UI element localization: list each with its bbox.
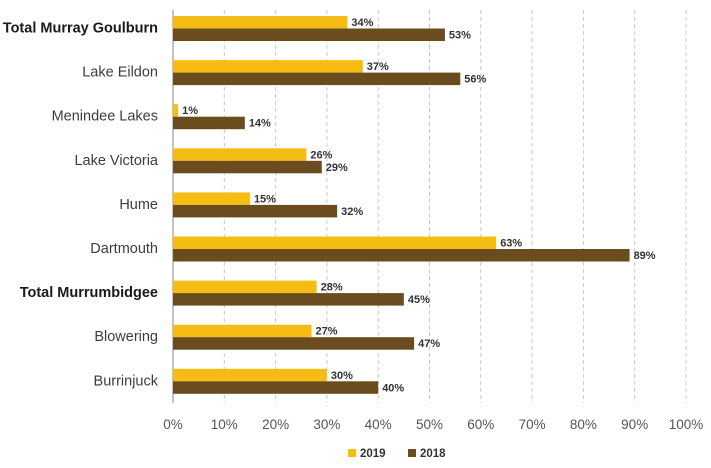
category-label-dartmouth: Dartmouth bbox=[90, 241, 158, 257]
bars bbox=[173, 16, 630, 394]
bar-2018-hume bbox=[173, 204, 338, 218]
bar-2018-total-murrumbidgee bbox=[173, 293, 404, 306]
value-label-2018-total-murrumbidgee: 45% bbox=[408, 294, 430, 306]
x-tick-label-100: 100% bbox=[669, 417, 704, 432]
x-tick-label-80: 80% bbox=[570, 417, 597, 432]
value-label-2018-menindee-lakes: 14% bbox=[249, 118, 271, 130]
x-tick-label-40: 40% bbox=[365, 417, 392, 432]
bar-2019-blowering bbox=[173, 324, 312, 338]
bar-2019-total-murray-goulburn bbox=[173, 16, 348, 29]
x-tick-label-30: 30% bbox=[313, 417, 340, 432]
category-label-total-murrumbidgee: Total Murrumbidgee bbox=[20, 285, 158, 301]
value-label-2018-burrinjuck: 40% bbox=[382, 382, 404, 394]
category-label-hume: Hume bbox=[119, 197, 158, 213]
bar-2018-dartmouth bbox=[173, 249, 630, 262]
x-tick-label-20: 20% bbox=[262, 417, 289, 432]
value-label-2019-lake-victoria: 26% bbox=[310, 149, 332, 161]
bar-2019-total-murrumbidgee bbox=[173, 280, 317, 294]
value-label-2019-hume: 15% bbox=[254, 193, 276, 205]
value-label-2019-burrinjuck: 30% bbox=[331, 370, 353, 382]
value-label-2018-hume: 32% bbox=[341, 206, 363, 218]
category-label-blowering: Blowering bbox=[94, 329, 158, 345]
value-label-2019-blowering: 27% bbox=[316, 326, 338, 338]
value-label-2018-lake-victoria: 29% bbox=[326, 162, 348, 174]
bar-2019-lake-victoria bbox=[173, 148, 307, 161]
x-tick-label-60: 60% bbox=[467, 417, 494, 432]
bar-2018-total-murray-goulburn bbox=[173, 28, 445, 41]
x-axis-tick-labels: 0% 10% 20% 30% 40% 50% 60% 70% 80% 90% 100% bbox=[163, 417, 703, 432]
bar-2019-dartmouth bbox=[173, 236, 497, 249]
bar-2018-burrinjuck bbox=[173, 381, 379, 394]
value-label-2019-dartmouth: 63% bbox=[500, 238, 522, 250]
bar-2019-lake-eildon bbox=[173, 60, 363, 73]
legend-label-2018: 2018 bbox=[420, 448, 446, 460]
value-label-2019-total-murrumbidgee: 28% bbox=[321, 282, 343, 294]
bar-2018-menindee-lakes bbox=[173, 116, 245, 130]
bar-2018-lake-victoria bbox=[173, 160, 322, 174]
value-label-2019-menindee-lakes: 1% bbox=[182, 105, 198, 117]
bar-2019-menindee-lakes bbox=[173, 104, 179, 117]
x-tick-label-50: 50% bbox=[416, 417, 443, 432]
bar-2019-hume bbox=[173, 192, 250, 205]
value-label-2018-blowering: 47% bbox=[418, 338, 440, 350]
category-labels: Total Murray Goulburn Lake Eildon Menindee… bbox=[3, 21, 159, 390]
category-label-total-murray-goulburn: Total Murray Goulburn bbox=[3, 21, 158, 37]
legend-label-2019: 2019 bbox=[360, 448, 386, 460]
value-label-2018-lake-eildon: 56% bbox=[464, 74, 486, 86]
value-label-2018-dartmouth: 89% bbox=[634, 250, 656, 262]
bar-2018-lake-eildon bbox=[173, 72, 461, 86]
value-label-2019-total-murray-goulburn: 34% bbox=[351, 17, 373, 29]
x-tick-label-0: 0% bbox=[163, 417, 183, 432]
x-tick-label-90: 90% bbox=[621, 417, 648, 432]
legend-swatch-2019 bbox=[348, 449, 356, 457]
category-label-burrinjuck: Burrinjuck bbox=[94, 373, 159, 389]
x-tick-label-10: 10% bbox=[211, 417, 238, 432]
value-label-2019-lake-eildon: 37% bbox=[367, 61, 389, 73]
category-label-lake-victoria: Lake Victoria bbox=[74, 153, 158, 169]
bar-2018-blowering bbox=[173, 337, 415, 350]
legend-swatch-2018 bbox=[408, 449, 416, 457]
value-labels: 34% 53% 37% 56% 1% 14% 26%29% 15% 32% 63% 89% 28% 45… bbox=[182, 17, 656, 394]
legend: 2019 2018 bbox=[348, 448, 446, 460]
value-label-2018-total-murray-goulburn: 53% bbox=[449, 30, 471, 42]
bar-2019-burrinjuck bbox=[173, 368, 327, 382]
category-label-lake-eildon: Lake Eildon bbox=[82, 65, 158, 81]
category-label-menindee-lakes: Menindee Lakes bbox=[52, 109, 158, 125]
x-tick-label-70: 70% bbox=[519, 417, 546, 432]
